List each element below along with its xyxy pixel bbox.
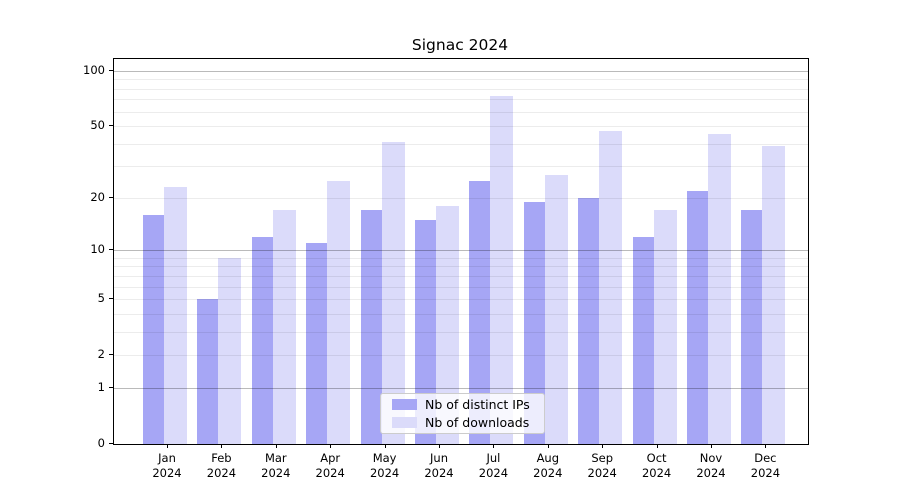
x-tick-mar <box>275 444 277 448</box>
x-tick-may <box>384 444 386 448</box>
legend-item-distinct-ips: Nb of distinct IPs <box>392 397 544 412</box>
bar-nb-of-downloads-feb <box>218 257 242 444</box>
gridline-minor-3 <box>114 331 808 333</box>
y-tick-label-100: 100 <box>83 62 105 77</box>
legend-swatch-downloads <box>392 417 417 428</box>
gridline-minor-5 <box>114 298 808 300</box>
y-tick-1 <box>109 387 113 388</box>
x-tick-nov <box>711 444 712 448</box>
y-tick-label-10: 10 <box>90 242 105 257</box>
x-tick-label-jan: Jan 2024 <box>152 451 182 480</box>
bar-nb-of-downloads-jul <box>490 96 514 444</box>
bar-nb-of-distinct-ips-mar <box>251 236 273 444</box>
x-tick-label-aug: Aug 2024 <box>533 451 563 480</box>
gridline-minor-90 <box>114 78 808 80</box>
gridline-minor-8 <box>114 265 808 267</box>
bar-nb-of-distinct-ips-aug <box>523 201 545 444</box>
bar-nb-of-downloads-oct <box>653 210 677 444</box>
bar-nb-of-distinct-ips-feb <box>197 299 219 444</box>
x-tick-dec <box>765 444 767 448</box>
y-tick-50 <box>109 125 113 126</box>
bar-nb-of-downloads-nov <box>708 134 731 444</box>
gridline-major-10 <box>114 249 808 251</box>
y-tick-label-20: 20 <box>90 189 105 204</box>
bar-nb-of-distinct-ips-jul <box>469 180 491 444</box>
legend-item-downloads: Nb of downloads <box>392 415 544 430</box>
x-tick-aug <box>547 444 549 448</box>
bar-nb-of-distinct-ips-jan <box>143 214 164 444</box>
bar-nb-of-distinct-ips-nov <box>687 190 708 444</box>
x-tick-sep <box>602 444 604 448</box>
y-tick-0 <box>109 443 113 444</box>
legend: Nb of distinct IPs Nb of downloads <box>380 393 545 434</box>
y-tick-label-50: 50 <box>90 118 105 133</box>
plot-area <box>113 58 809 445</box>
legend-label-downloads: Nb of downloads <box>425 415 530 430</box>
x-tick-label-nov: Nov 2024 <box>696 451 726 480</box>
gridline-minor-40 <box>114 143 808 145</box>
x-tick-label-sep: Sep 2024 <box>587 451 617 480</box>
x-tick-label-mar: Mar 2024 <box>261 451 291 480</box>
x-tick-label-apr: Apr 2024 <box>315 451 345 480</box>
x-tick-feb <box>221 444 223 448</box>
y-tick-20 <box>109 197 113 198</box>
gridline-minor-60 <box>114 111 808 113</box>
bar-nb-of-downloads-dec <box>762 145 786 444</box>
x-tick-apr <box>330 444 332 448</box>
bar-nb-of-downloads-sep <box>599 131 623 444</box>
x-tick-jan <box>167 444 168 448</box>
y-tick-100 <box>109 70 113 71</box>
bar-nb-of-distinct-ips-dec <box>741 210 763 444</box>
bar-nb-of-distinct-ips-may <box>360 210 382 444</box>
gridline-minor-9 <box>114 257 808 259</box>
bar-nb-of-distinct-ips-jun <box>415 219 436 444</box>
x-tick-label-may: May 2024 <box>369 451 400 480</box>
gridline-minor-6 <box>114 286 808 288</box>
bar-nb-of-downloads-aug <box>544 174 568 444</box>
bar-nb-of-downloads-jan <box>164 187 187 444</box>
x-tick-label-dec: Dec 2024 <box>750 451 781 480</box>
y-tick-label-1: 1 <box>97 379 105 394</box>
y-tick-10 <box>109 249 113 250</box>
bar-nb-of-distinct-ips-apr <box>306 243 328 444</box>
gridline-minor-2 <box>114 354 808 356</box>
gridline-minor-7 <box>114 275 808 277</box>
x-tick-jul <box>493 444 495 448</box>
bar-nb-of-downloads-jun <box>436 205 459 444</box>
y-tick-label-0: 0 <box>97 436 105 450</box>
x-tick-label-feb: Feb 2024 <box>206 451 237 480</box>
y-tick-2 <box>109 354 113 355</box>
gridline-minor-30 <box>114 165 808 167</box>
legend-label-distinct-ips: Nb of distinct IPs <box>425 397 530 412</box>
gridline-minor-80 <box>114 88 808 90</box>
gridline-minor-20 <box>114 197 808 199</box>
y-tick-label-5: 5 <box>97 291 105 306</box>
x-tick-oct <box>656 444 658 448</box>
x-tick-label-jul: Jul 2024 <box>478 451 509 480</box>
gridline-minor-50 <box>114 125 808 127</box>
gridline-minor-70 <box>114 98 808 100</box>
gridline-major-100 <box>114 70 808 72</box>
bar-nb-of-downloads-apr <box>327 180 351 444</box>
gridline-minor-4 <box>114 313 808 315</box>
bar-nb-of-distinct-ips-sep <box>578 197 600 444</box>
gridline-major-1 <box>114 387 808 389</box>
chart-title: Signac 2024 <box>411 36 509 54</box>
x-tick-label-oct: Oct 2024 <box>641 451 672 480</box>
x-tick-label-jun: Jun 2024 <box>424 451 454 480</box>
y-tick-5 <box>109 298 113 299</box>
x-tick-jun <box>439 444 440 448</box>
bar-nb-of-distinct-ips-oct <box>632 236 654 444</box>
legend-swatch-distinct-ips <box>392 399 417 410</box>
bar-nb-of-downloads-may <box>381 141 405 444</box>
y-tick-label-2: 2 <box>97 347 105 362</box>
bar-nb-of-downloads-mar <box>272 210 296 444</box>
